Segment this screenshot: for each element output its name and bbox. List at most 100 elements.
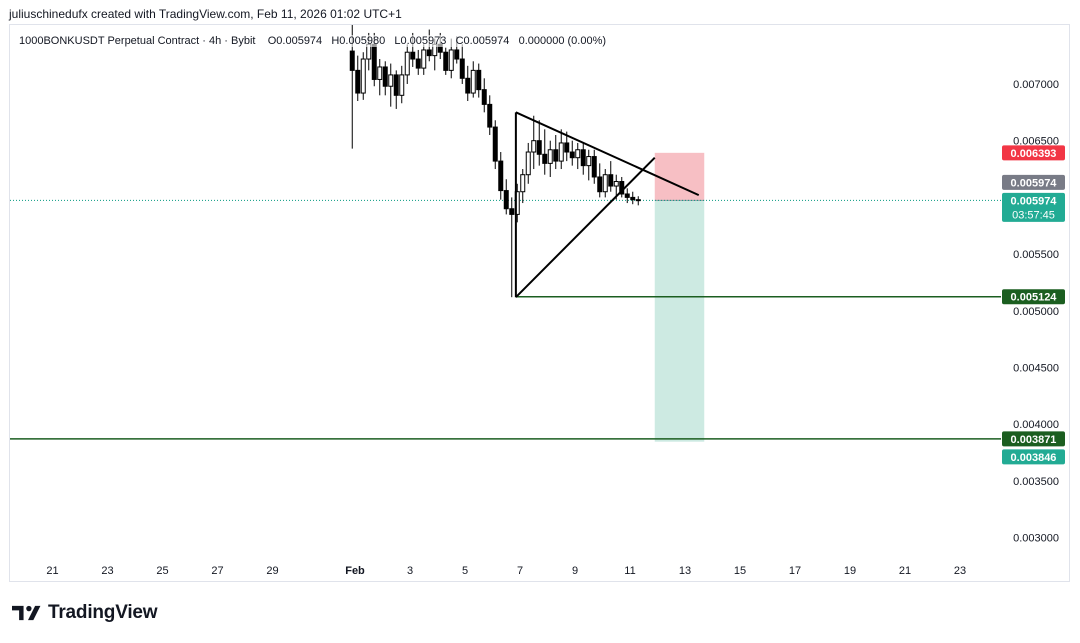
price-badge-last[interactable]: 0.005974 03:57:45 <box>1002 192 1065 222</box>
candle <box>602 169 608 198</box>
candle <box>470 61 476 98</box>
time-tick-label: 17 <box>789 565 801 577</box>
price-badge-text: 0.003846 <box>1011 452 1057 464</box>
time-tick-label: 3 <box>407 565 413 577</box>
time-tick-label: 5 <box>462 565 468 577</box>
candle <box>487 95 493 136</box>
candle <box>377 59 383 96</box>
candle-body <box>597 176 603 193</box>
time-tick-label: 21 <box>46 565 58 577</box>
candle <box>404 44 410 84</box>
price-badge-bg <box>1002 431 1065 447</box>
time-tick-label: 7 <box>517 565 523 577</box>
horizontal-levels <box>10 199 1001 440</box>
candle-body <box>399 74 405 96</box>
candle <box>393 70 399 109</box>
candle <box>459 44 465 84</box>
candle-body <box>503 190 509 210</box>
candle <box>503 179 509 215</box>
candle-body <box>355 69 361 94</box>
candle-body <box>608 174 614 187</box>
price-badge-entry[interactable]: 0.005974 <box>1002 174 1065 190</box>
legend-symbol: 1000BONKUSDT Perpetual Contract <box>19 35 200 47</box>
stop-loss-zone[interactable] <box>654 152 705 201</box>
candle-body <box>586 156 592 167</box>
candle <box>360 52 366 100</box>
lower-trendline[interactable] <box>515 156 656 298</box>
price-badge-support[interactable]: 0.005124 <box>1002 289 1065 305</box>
candle <box>415 49 421 75</box>
candle <box>465 65 471 101</box>
candle <box>421 44 427 75</box>
price-tick-label: 0.003500 <box>1013 476 1059 488</box>
legend-open: O0.005974 <box>267 35 323 47</box>
candle <box>608 161 614 192</box>
candle-body <box>454 49 460 60</box>
price-tick-label: 0.003000 <box>1013 533 1059 545</box>
time-tick-label: 21 <box>899 565 911 577</box>
candle-body <box>443 51 449 71</box>
candle <box>564 131 570 162</box>
time-tick-label: 13 <box>679 565 691 577</box>
time-axis: 21 23 25 27 29 Feb 3 5 7 9 11 13 15 17 19 21 23 <box>46 565 966 577</box>
candle <box>476 63 482 98</box>
candle <box>520 169 526 204</box>
candle-body <box>421 49 427 69</box>
tradingview-brand[interactable]: TradingView <box>12 601 158 625</box>
candle-body <box>630 196 636 201</box>
candle <box>525 142 531 184</box>
candle <box>399 65 405 104</box>
price-badge-bg <box>1002 145 1065 161</box>
brand-name: TradingView <box>48 602 158 623</box>
candle <box>558 129 564 170</box>
candle <box>509 197 515 298</box>
candle-body <box>415 58 421 69</box>
price-badge-stop[interactable]: 0.006393 <box>1002 145 1065 161</box>
candle-body <box>410 51 416 60</box>
take-profit-zone[interactable] <box>654 200 705 442</box>
candle <box>591 149 597 184</box>
candle-body <box>542 153 548 164</box>
candle-body <box>448 49 454 71</box>
price-badge-text: 0.005974 <box>1011 177 1058 189</box>
chart-canvas[interactable]: 0.007000 0.006500 0.005500 0.005000 0.004500… <box>10 25 1070 582</box>
candle-body <box>476 69 482 91</box>
candle <box>542 129 548 175</box>
candle-body <box>498 160 504 192</box>
candle-body <box>404 51 410 76</box>
candle <box>586 149 592 181</box>
candle <box>575 142 581 170</box>
time-tick-label: 27 <box>211 565 223 577</box>
price-tick-label: 0.004000 <box>1013 419 1059 431</box>
time-tick-label: 19 <box>844 565 856 577</box>
price-badges: 0.006393 0.005974 0.005974 03:57:45 0.005124… <box>1002 145 1065 465</box>
price-badge-target-line[interactable]: 0.003871 <box>1002 431 1065 447</box>
symbol-legend[interactable]: 1000BONKUSDT Perpetual Contract · 4h · B… <box>19 35 607 47</box>
candle <box>635 196 641 206</box>
price-badge-bg <box>1002 289 1065 305</box>
upper-trendline[interactable] <box>515 111 700 197</box>
candle-body <box>382 66 388 87</box>
candle-body <box>520 174 526 193</box>
price-badge-bg <box>1002 449 1065 465</box>
candle-body <box>580 149 586 167</box>
time-tick-label: 11 <box>624 565 635 577</box>
candle-body <box>393 74 399 96</box>
price-badge-target[interactable]: 0.003846 <box>1002 449 1065 465</box>
time-tick-label: Feb <box>345 565 365 577</box>
legend-exchange: Bybit <box>231 35 256 47</box>
candle-body <box>569 151 575 159</box>
candle <box>580 142 586 175</box>
price-tick-label: 0.004500 <box>1013 363 1059 375</box>
candle <box>531 115 537 170</box>
candle-body <box>525 151 531 176</box>
price-tick-label: 0.005500 <box>1013 249 1059 261</box>
candle <box>382 61 388 96</box>
price-badge-text: 0.006393 <box>1011 148 1057 160</box>
legend-low: L0.005973 <box>394 35 447 47</box>
candle <box>536 120 542 166</box>
candle <box>624 188 630 204</box>
chart-frame[interactable]: 0.007000 0.006500 0.005500 0.005000 0.004500… <box>9 24 1070 582</box>
bar-countdown: 03:57:45 <box>1012 209 1055 221</box>
legend-close: C0.005974 <box>455 35 510 47</box>
